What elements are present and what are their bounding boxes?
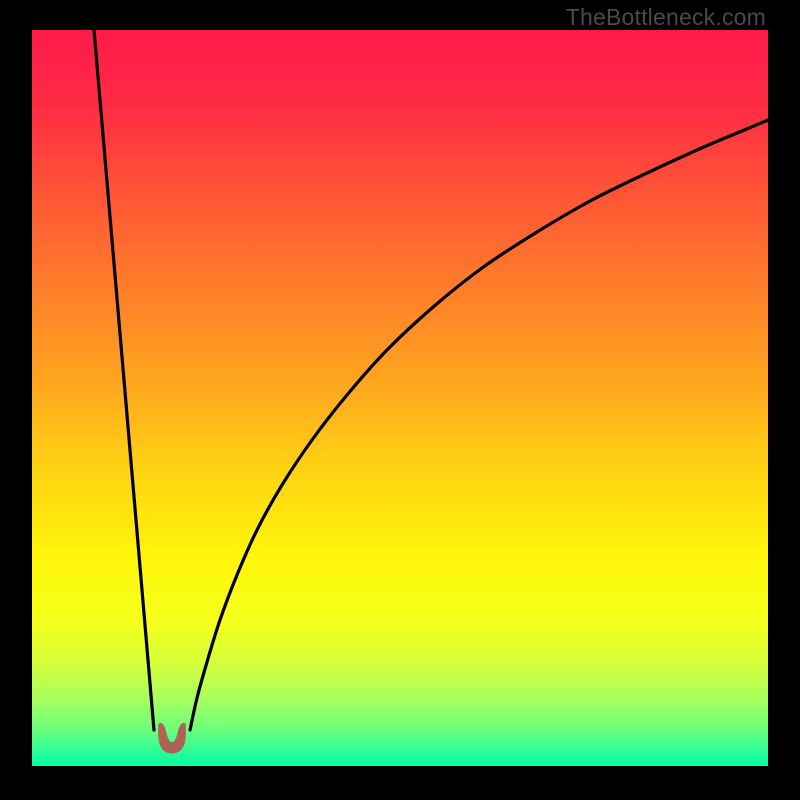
right-curve <box>190 120 768 730</box>
curve-layer <box>32 30 768 766</box>
left-curve <box>94 30 154 730</box>
watermark-label: TheBottleneck.com <box>566 4 766 31</box>
dip-marker <box>158 723 186 754</box>
plot-area <box>32 30 768 766</box>
